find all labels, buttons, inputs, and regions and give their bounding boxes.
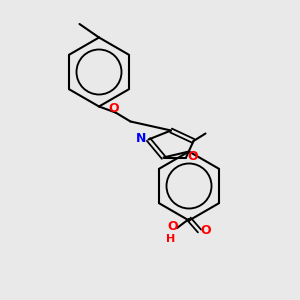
Text: O: O <box>109 102 119 116</box>
Text: O: O <box>187 149 198 163</box>
Text: H: H <box>167 234 176 244</box>
Text: N: N <box>136 131 146 145</box>
Text: O: O <box>167 220 178 233</box>
Text: O: O <box>201 224 212 238</box>
